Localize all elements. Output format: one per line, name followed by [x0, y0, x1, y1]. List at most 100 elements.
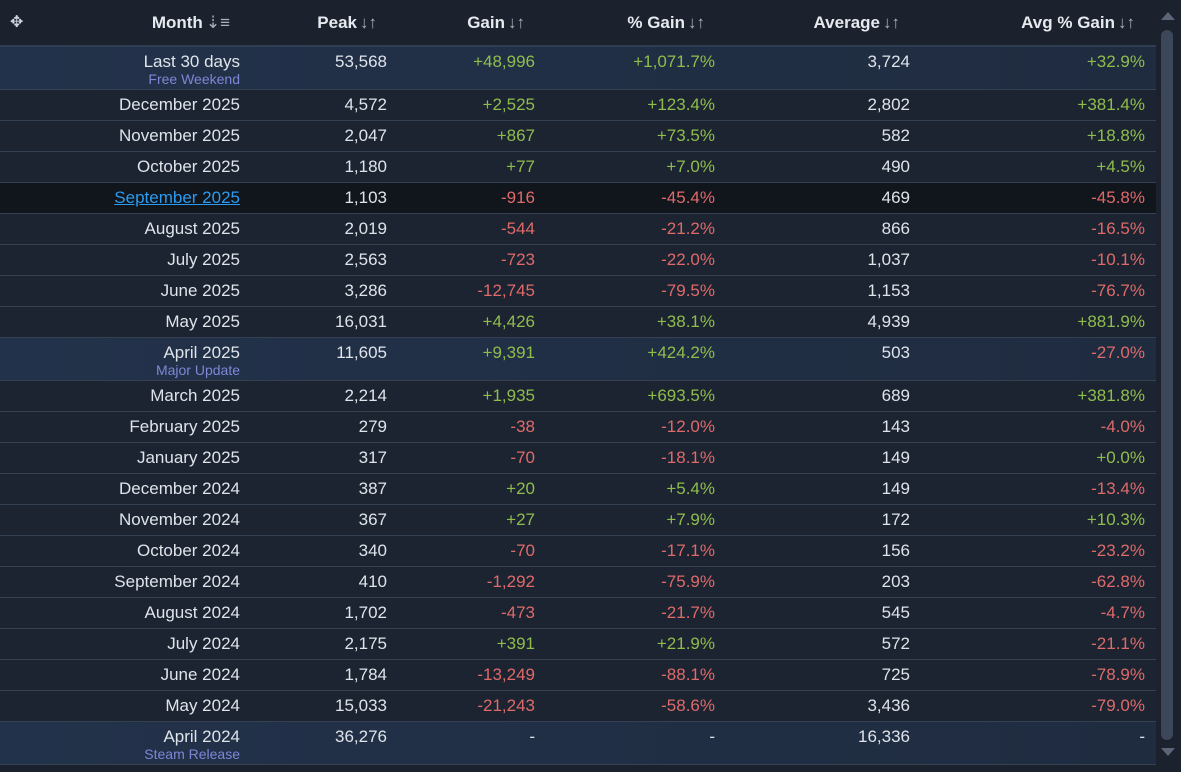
event-note: Steam Release	[144, 746, 240, 762]
percent-gain-cell: -88.1%	[661, 665, 715, 684]
month-label: September 2024	[114, 572, 240, 591]
table-row: December 2024 387 +20 +5.4% 149 -13.4%	[0, 474, 1156, 505]
column-average[interactable]: Average ↓↑	[813, 12, 900, 32]
percent-gain-cell: -22.0%	[661, 250, 715, 269]
avg-percent-gain-cell: -79.0%	[1091, 696, 1145, 715]
sort-icon: ↓↑	[360, 12, 377, 32]
avg-percent-gain-cell: -13.4%	[1091, 479, 1145, 498]
percent-gain-cell: -79.5%	[661, 281, 715, 300]
month-label: April 2025	[163, 343, 240, 362]
month-cell: May 2024	[0, 696, 240, 716]
gain-cell: -13,249	[477, 665, 535, 684]
avg-percent-gain-cell: -	[1139, 727, 1145, 746]
column-avg-percent-gain[interactable]: Avg % Gain ↓↑	[1021, 12, 1135, 32]
percent-gain-cell: -45.4%	[661, 188, 715, 207]
avg-percent-gain-cell: -21.1%	[1091, 634, 1145, 653]
month-cell: April 2024 Steam Release	[0, 722, 240, 761]
average-cell: 3,436	[867, 696, 910, 715]
scrollbar-thumb[interactable]	[1161, 30, 1173, 740]
month-label: December 2024	[119, 479, 240, 498]
peak-cell: 53,568	[335, 52, 387, 71]
peak-cell: 2,563	[344, 250, 387, 269]
month-cell: September 2024	[0, 572, 240, 592]
gain-cell: -916	[500, 188, 535, 207]
gain-cell: -	[529, 727, 535, 746]
peak-cell: 340	[358, 541, 387, 560]
percent-gain-cell: -21.2%	[661, 219, 715, 238]
column-month[interactable]: Month ⇣≡	[151, 12, 230, 32]
month-cell: January 2025	[0, 448, 240, 468]
month-label: June 2025	[160, 281, 240, 300]
gain-cell: +867	[496, 126, 535, 145]
table-row: July 2025 2,563 -723 -22.0% 1,037 -10.1%	[0, 245, 1156, 276]
month-cell: August 2025	[0, 219, 240, 239]
scroll-up-arrow-icon[interactable]	[1161, 12, 1175, 20]
month-cell: May 2025	[0, 312, 240, 332]
peak-cell: 1,702	[344, 603, 387, 622]
avg-percent-gain-cell: +0.0%	[1096, 448, 1145, 467]
month-cell: July 2025	[0, 250, 240, 270]
average-cell: 866	[881, 219, 910, 238]
month-label: February 2025	[129, 417, 240, 436]
month-label: January 2025	[136, 448, 240, 467]
percent-gain-cell: -12.0%	[661, 417, 715, 436]
percent-gain-cell: +1,071.7%	[633, 52, 715, 71]
average-cell: 2,802	[867, 95, 910, 114]
peak-cell: 2,175	[344, 634, 387, 653]
peak-cell: 387	[358, 479, 387, 498]
table-row: June 2025 3,286 -12,745 -79.5% 1,153 -76.7%	[0, 276, 1156, 307]
column-gain[interactable]: Gain ↓↑	[467, 12, 525, 32]
percent-gain-cell: +7.9%	[666, 510, 715, 529]
month-label: November 2024	[119, 510, 240, 529]
peak-cell: 36,276	[335, 727, 387, 746]
month-label: March 2025	[150, 386, 240, 405]
average-cell: 4,939	[867, 312, 910, 331]
scrollbar[interactable]	[1157, 0, 1181, 772]
gain-cell: -473	[500, 603, 535, 622]
column-peak[interactable]: Peak ↓↑	[317, 12, 377, 32]
average-cell: 582	[881, 126, 910, 145]
month-label[interactable]: September 2025	[114, 188, 240, 207]
month-label: Last 30 days	[143, 52, 240, 71]
drag-handle-icon[interactable]: ✥	[10, 14, 24, 31]
sort-desc-icon: ⇣≡	[205, 12, 230, 32]
month-cell: September 2025	[0, 188, 240, 208]
gain-cell: +2,525	[482, 95, 535, 114]
percent-gain-cell: +123.4%	[647, 95, 715, 114]
month-cell: December 2025	[0, 95, 240, 115]
table-row: August 2025 2,019 -544 -21.2% 866 -16.5%	[0, 214, 1156, 245]
month-cell: December 2024	[0, 479, 240, 499]
scroll-down-arrow-icon[interactable]	[1161, 748, 1175, 756]
avg-percent-gain-cell: -62.8%	[1091, 572, 1145, 591]
gain-cell: -723	[500, 250, 535, 269]
peak-cell: 3,286	[344, 281, 387, 300]
sort-icon: ↓↑	[508, 12, 525, 32]
month-label: October 2024	[136, 541, 240, 560]
month-cell: July 2024	[0, 634, 240, 654]
gain-cell: -38	[510, 417, 535, 436]
gain-cell: +27	[506, 510, 535, 529]
peak-cell: 2,047	[344, 126, 387, 145]
table-row: September 2025 1,103 -916 -45.4% 469 -45.8%	[0, 183, 1156, 214]
event-note: Major Update	[155, 362, 240, 378]
avg-percent-gain-cell: +10.3%	[1086, 510, 1145, 529]
gain-cell: +1,935	[482, 386, 535, 405]
gain-cell: +77	[506, 157, 535, 176]
sort-icon: ↓↑	[883, 12, 900, 32]
peak-cell: 2,214	[344, 386, 387, 405]
column-percent-gain[interactable]: % Gain ↓↑	[627, 12, 705, 32]
avg-percent-gain-cell: -4.7%	[1100, 603, 1145, 622]
gain-cell: -12,745	[477, 281, 535, 300]
percent-gain-cell: -21.7%	[661, 603, 715, 622]
gain-cell: -21,243	[477, 696, 535, 715]
avg-percent-gain-cell: -23.2%	[1091, 541, 1145, 560]
peak-cell: 1,784	[344, 665, 387, 684]
percent-gain-cell: +5.4%	[666, 479, 715, 498]
table-row: May 2024 15,033 -21,243 -58.6% 3,436 -79.0%	[0, 691, 1156, 722]
table-row: June 2024 1,784 -13,249 -88.1% 725 -78.9%	[0, 660, 1156, 691]
month-cell: June 2025	[0, 281, 240, 301]
average-cell: 203	[881, 572, 910, 591]
peak-cell: 16,031	[335, 312, 387, 331]
month-label: April 2024	[163, 727, 240, 746]
month-label: December 2025	[119, 95, 240, 114]
